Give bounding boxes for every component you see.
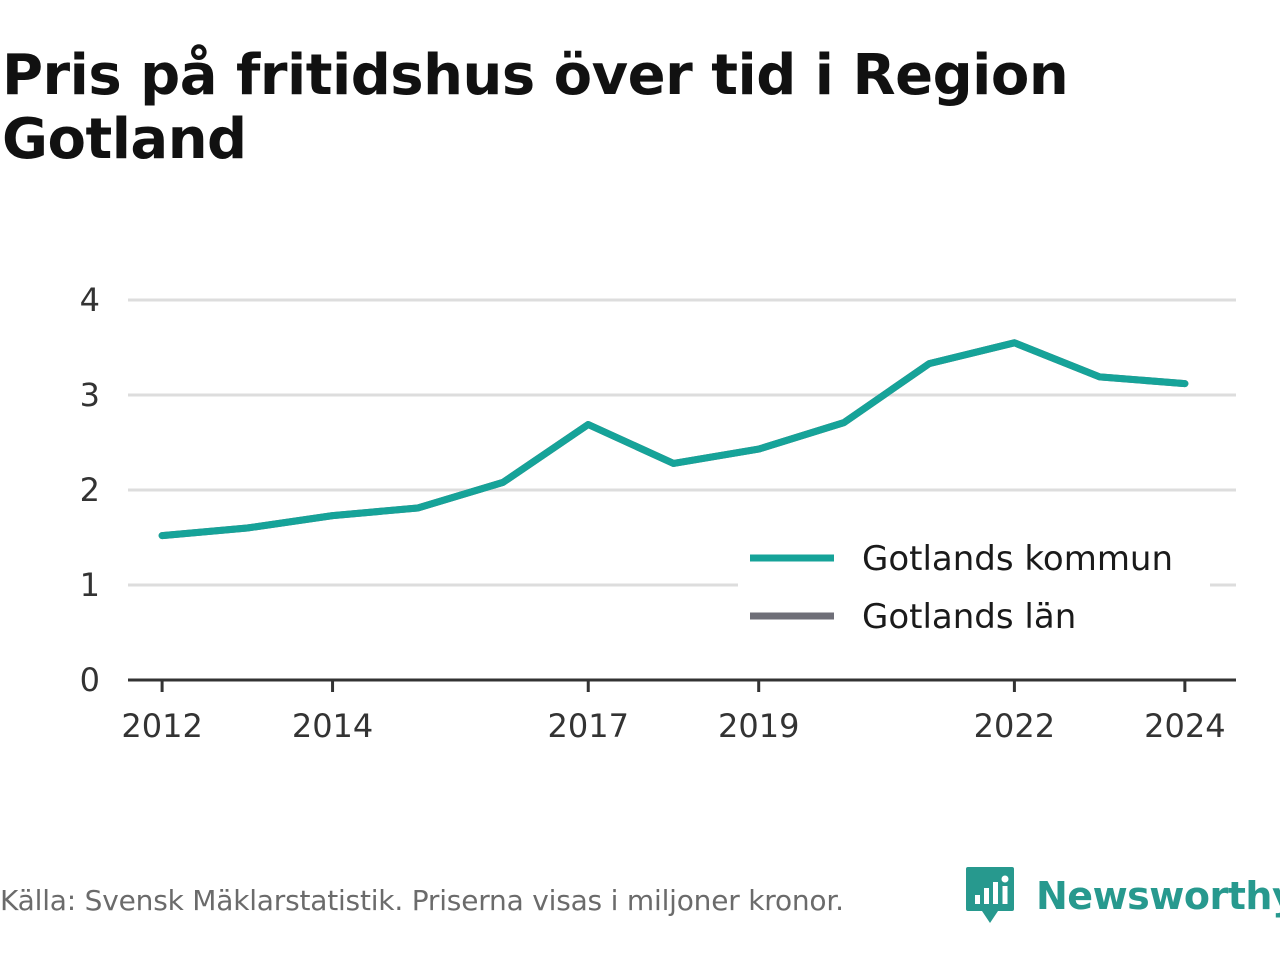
legend-label: Gotlands kommun — [862, 539, 1173, 579]
brand-logo: Newsworthy — [964, 864, 1280, 928]
legend-background — [738, 528, 1210, 648]
y-tick-label: 3 — [80, 376, 100, 414]
series-line — [158, 339, 1189, 540]
y-tick-label: 1 — [80, 566, 100, 604]
x-tick-label: 2012 — [121, 707, 202, 745]
y-tick-label: 4 — [80, 281, 100, 319]
legend-label: Gotlands län — [862, 597, 1076, 637]
source-note: Källa: Svensk Mäklarstatistik. Priserna … — [0, 884, 844, 917]
newsworthy-logo-icon — [966, 867, 1014, 923]
x-tick-label: 2019 — [718, 707, 799, 745]
brand-name: Newsworthy — [1036, 874, 1280, 918]
x-tick-label: 2017 — [548, 707, 629, 745]
y-tick-label: 2 — [80, 471, 100, 509]
x-tick-label: 2014 — [292, 707, 373, 745]
chart-title: Pris på fritidshus över tid i Region Got… — [2, 43, 1069, 172]
x-tick-label: 2022 — [974, 707, 1055, 745]
line-chart: 0 1 2 3 4 2012 2014 2017 2019 2022 2024 Gotlands ko… — [80, 281, 1236, 745]
y-tick-label: 0 — [80, 661, 100, 699]
x-tick-label: 2024 — [1144, 707, 1225, 745]
series-line — [158, 339, 1189, 540]
